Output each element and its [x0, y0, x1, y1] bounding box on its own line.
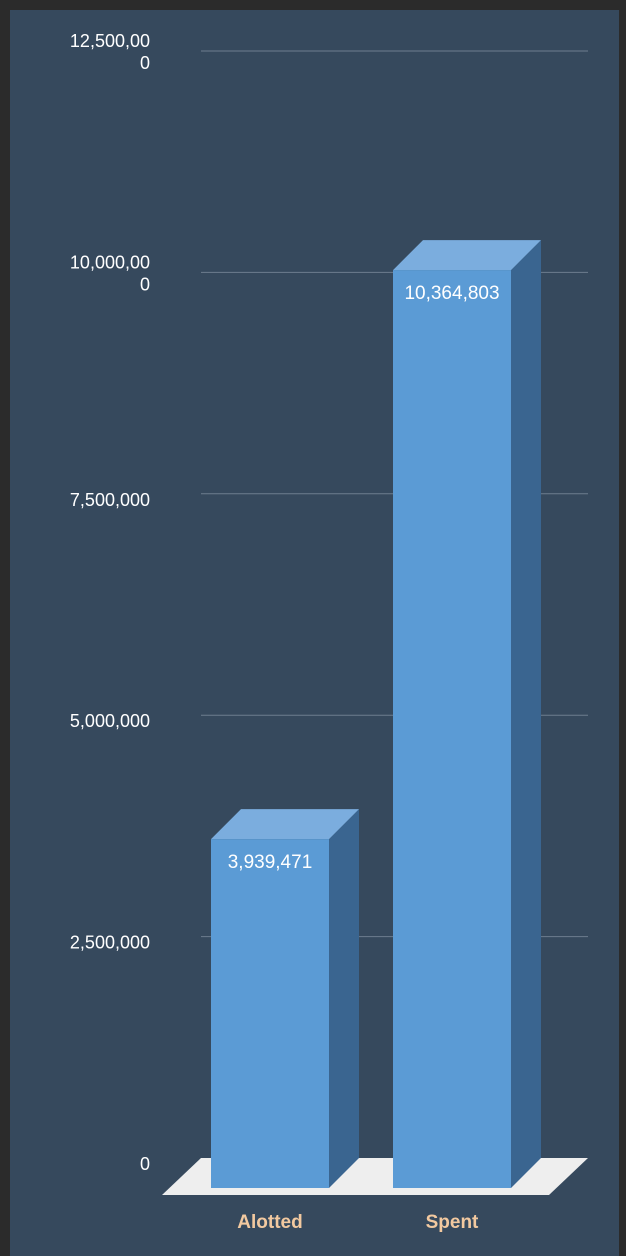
y-tick-line: 0 [140, 53, 150, 73]
y-tick-label-4: 10,000,00 0 [70, 252, 150, 294]
bars: 3,939,471 10,364,803 [211, 240, 541, 1189]
bar-spent: 10,364,803 [393, 240, 541, 1189]
bar-side-face [511, 240, 541, 1189]
y-tick-label-3: 7,500,000 [70, 490, 150, 510]
y-tick-label-1: 2,500,000 [70, 933, 150, 953]
y-tick-line: 12,500,00 [70, 31, 150, 51]
y-tick-label-0: 0 [140, 1154, 150, 1174]
x-axis-categories: Alotted Spent [237, 1212, 479, 1233]
y-tick-line: 0 [140, 274, 150, 294]
chart-frame: 3,939,471 10,364,803 0 2,500,000 5,000,000 7… [10, 10, 619, 1256]
bar-front-face [393, 270, 511, 1189]
bar-alotted: 3,939,471 [211, 809, 359, 1188]
data-label-spent: 10,364,803 [404, 283, 499, 304]
data-label-alotted: 3,939,471 [228, 852, 313, 873]
bar-top-face [393, 240, 541, 271]
bar-chart: 3,939,471 10,364,803 0 2,500,000 5,000,000 7… [70, 31, 588, 1233]
y-tick-label-2: 5,000,000 [70, 711, 150, 731]
category-label-spent: Spent [426, 1212, 479, 1233]
y-tick-line: 10,000,00 [70, 252, 150, 272]
category-label-alotted: Alotted [237, 1212, 302, 1233]
y-tick-label-5: 12,500,00 0 [70, 31, 150, 73]
bar-top-face [211, 809, 359, 840]
bar-side-face [329, 809, 359, 1188]
bar-front-face [211, 839, 329, 1188]
